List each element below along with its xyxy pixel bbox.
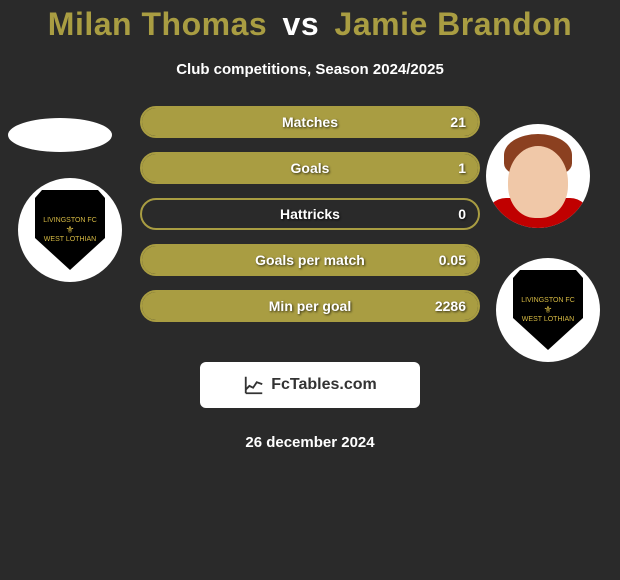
bar-label: Hattricks (142, 200, 478, 228)
stat-bar: Hattricks0 (140, 198, 480, 230)
comparison-bars: Matches21 Goals1 Hattricks0 Goals per match… (0, 106, 620, 366)
bars-container: Matches21 Goals1 Hattricks0 Goals per match… (140, 106, 480, 336)
date-text: 26 december 2024 (0, 434, 620, 451)
comparison-title: Milan Thomas vs Jamie Brandon (0, 0, 620, 43)
vs-text: vs (283, 6, 320, 42)
chart-icon (243, 374, 265, 396)
bar-label: Min per goal (142, 292, 478, 320)
player1-name: Milan Thomas (48, 6, 267, 42)
watermark: FcTables.com (200, 362, 420, 408)
bar-value-right: 0 (458, 200, 466, 228)
stat-bar: Min per goal2286 (140, 290, 480, 322)
bar-value-right: 21 (450, 108, 466, 136)
stat-bar: Goals1 (140, 152, 480, 184)
player2-name: Jamie Brandon (335, 6, 573, 42)
bar-value-right: 0.05 (439, 246, 466, 274)
bar-value-right: 1 (458, 154, 466, 182)
bar-value-right: 2286 (435, 292, 466, 320)
bar-label: Goals per match (142, 246, 478, 274)
stat-bar: Goals per match0.05 (140, 244, 480, 276)
bar-label: Matches (142, 108, 478, 136)
subtitle: Club competitions, Season 2024/2025 (0, 61, 620, 78)
watermark-text: FcTables.com (271, 376, 377, 394)
bar-label: Goals (142, 154, 478, 182)
stat-bar: Matches21 (140, 106, 480, 138)
